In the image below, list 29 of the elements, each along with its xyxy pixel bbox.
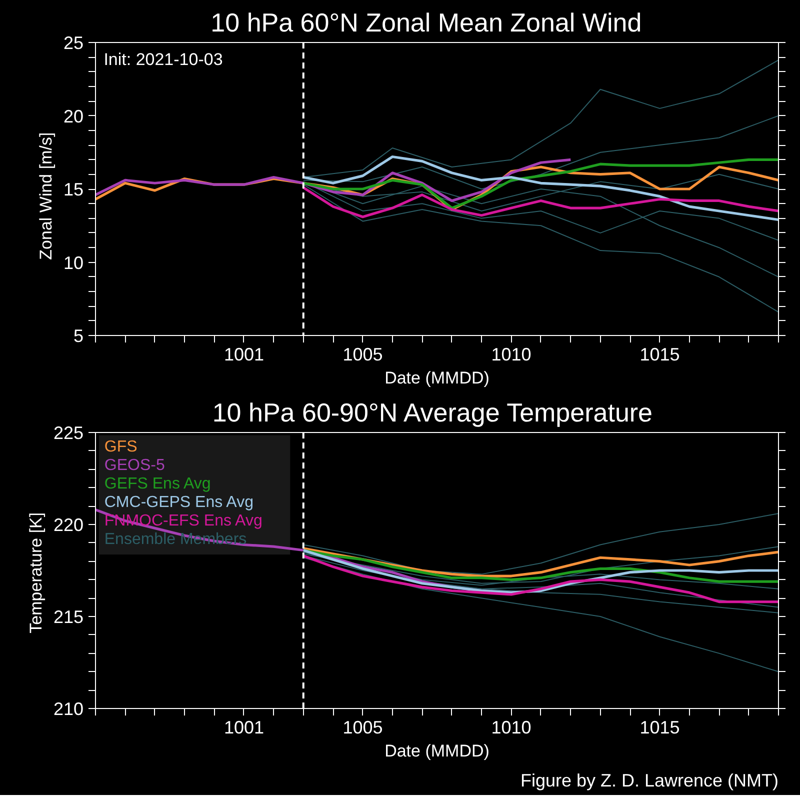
text: GFS [104,438,138,456]
text: CMC-GEPS Ens Avg [104,494,254,512]
x-axis-title: Date (MMDD) [384,742,490,760]
y-axis-title: Zonal Wind [m/s] [36,132,56,260]
y-tick-label: 20 [63,106,84,126]
x-tick-label: 1005 [342,718,383,738]
x-axis-title: Date (MMDD) [384,368,490,388]
y-tick-label: 210 [53,699,84,719]
y-tick-label: 225 [53,423,84,443]
annotation: Init: 2021-10-03 [104,50,223,69]
y-tick-label: 10 [63,252,84,273]
chart-title: 10 hPa 60°N Zonal Mean Zonal Wind [210,8,642,38]
x-tick-label: 1010 [491,344,532,364]
y-tick-label: 220 [53,515,84,535]
y-tick-label: 215 [53,607,84,627]
y-tick-label: 5 [73,326,84,346]
text: Figure by Z. D. Lawrence (NMT) [520,770,779,790]
chart-title: 10 hPa 60-90°N Average Temperature [212,398,653,428]
y-tick-label: 25 [63,33,84,53]
x-tick-label: 1001 [224,718,264,738]
text: GEOS-5 [104,457,165,474]
y-tick-label: 15 [63,180,84,200]
text: GEFS Ens Avg [104,476,211,493]
x-tick-label: 1015 [640,718,680,738]
x-tick-label: 1015 [640,344,680,364]
x-tick-label: 1005 [342,344,383,364]
x-tick-label: 1001 [224,344,264,364]
y-axis-title: Temperature [K] [26,512,46,634]
x-tick-label: 1010 [491,718,532,738]
